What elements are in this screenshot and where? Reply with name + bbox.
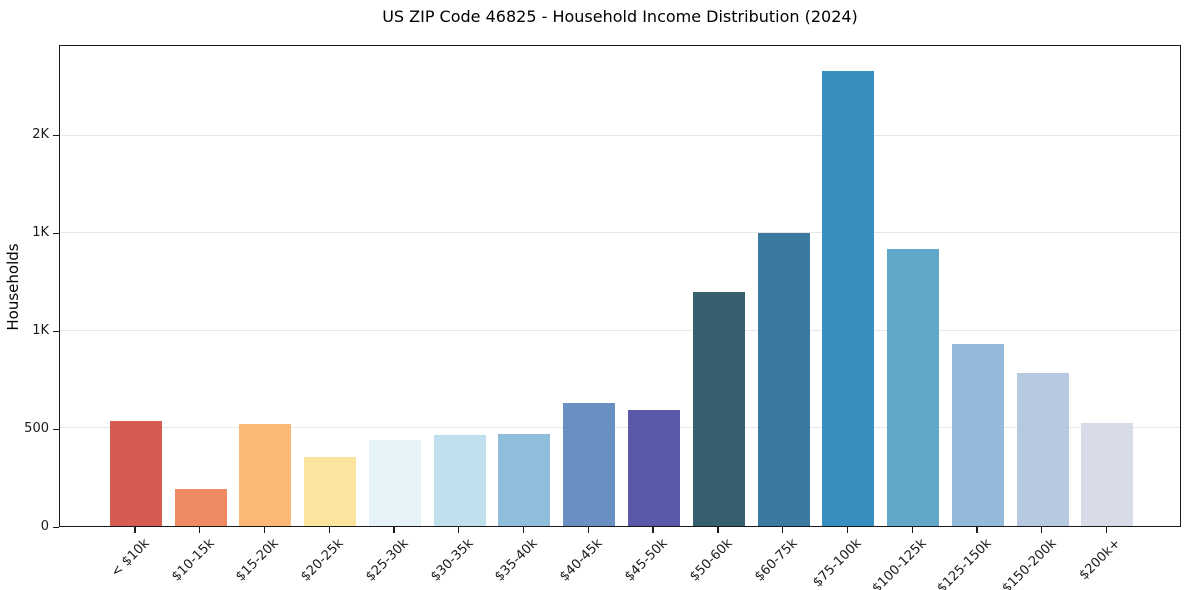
y-tick-mark [53, 526, 59, 528]
bar [174, 488, 227, 526]
x-tick-label: $10-15k [168, 536, 218, 585]
y-tick-label: 1K [32, 225, 49, 241]
bar [304, 456, 357, 526]
x-tick-mark [134, 527, 136, 533]
x-tick-mark [846, 527, 849, 533]
y-tick-mark [53, 134, 59, 136]
x-tick-mark [1105, 527, 1108, 533]
bar [563, 403, 616, 526]
bar [1081, 422, 1134, 526]
x-tick-label: $150-200k [998, 536, 1060, 590]
x-tick-mark [587, 527, 589, 533]
gridline [60, 232, 1180, 234]
x-tick-label: $60-75k [751, 536, 801, 585]
x-tick-label: $200k+ [1076, 536, 1124, 584]
bar [239, 423, 292, 526]
bar [822, 71, 875, 526]
x-tick-mark [911, 527, 913, 533]
bar [1016, 372, 1069, 526]
x-tick-label: $100-125k [869, 536, 930, 590]
x-tick-mark [199, 527, 201, 533]
gridline [60, 427, 1180, 429]
y-tick-mark [53, 330, 59, 332]
x-tick-label: < $10k [108, 536, 153, 581]
bar [627, 409, 680, 526]
bar [757, 233, 810, 526]
x-tick-label: $40-45k [557, 536, 606, 585]
gridline [60, 329, 1180, 331]
x-tick-mark [522, 527, 525, 533]
y-tick-mark [53, 428, 59, 430]
x-tick-mark [1041, 527, 1043, 533]
x-tick-label: $30-35k [427, 536, 477, 585]
plot-area [59, 45, 1181, 527]
y-tick-label: 500 [24, 421, 49, 437]
bar [951, 343, 1004, 526]
x-tick-label: $20-25k [298, 536, 347, 585]
x-tick-mark [458, 527, 460, 533]
x-tick-mark [263, 527, 266, 533]
y-tick-label: 0 [40, 519, 49, 534]
x-tick-mark [782, 527, 784, 533]
x-tick-mark [976, 527, 978, 533]
y-tick-label: 2K [32, 127, 49, 143]
bar [887, 248, 940, 526]
x-tick-label: $35-40k [492, 536, 542, 585]
bar [368, 440, 421, 526]
chart-title: US ZIP Code 46825 - Household Income Dis… [382, 7, 858, 26]
x-tick-label: $15-20k [233, 536, 282, 585]
x-tick-mark [328, 527, 330, 533]
x-tick-mark [717, 527, 719, 533]
bar [692, 291, 745, 526]
bar [433, 435, 486, 526]
bar [498, 434, 551, 526]
bar [109, 420, 162, 526]
x-tick-label: $125-150k [934, 536, 995, 590]
x-tick-mark [393, 527, 395, 533]
x-tick-label: $75-100k [810, 536, 865, 590]
x-tick-label: $50-60k [686, 536, 736, 585]
y-tick-mark [53, 232, 59, 234]
x-tick-mark [652, 527, 654, 533]
x-tick-label: $25-30k [362, 536, 412, 585]
gridline [60, 134, 1180, 136]
x-tick-label: $45-50k [622, 536, 671, 585]
y-tick-label: 1K [32, 323, 49, 339]
